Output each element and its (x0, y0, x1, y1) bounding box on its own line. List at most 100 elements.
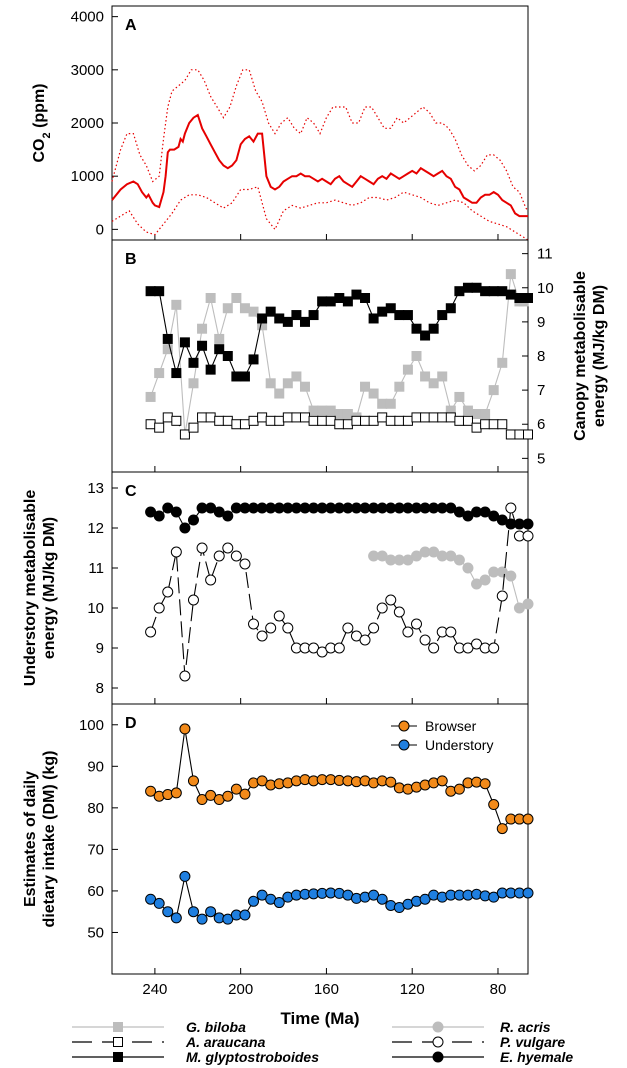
data-point (179, 429, 190, 440)
x-axis-label: Time (Ma) (280, 1009, 359, 1028)
data-point (377, 306, 388, 317)
data-point (257, 412, 268, 423)
series-co2-2 (111, 186, 529, 241)
data-point (514, 293, 525, 303)
data-point (222, 351, 233, 361)
data-point (402, 310, 413, 321)
data-point (428, 323, 439, 334)
data-point (274, 313, 285, 324)
data-point (445, 303, 456, 314)
data-point (162, 412, 173, 423)
data-point (274, 388, 285, 399)
data-point (402, 626, 414, 638)
series-line (111, 69, 529, 212)
data-point (479, 574, 491, 586)
x-tick-label: 240 (142, 981, 167, 998)
data-point (214, 415, 225, 426)
data-point (205, 293, 216, 303)
y-axis-label: Canopy metabolisable energy (MJ/kg DM) (572, 271, 608, 441)
data-point (488, 286, 499, 297)
y-tick-label: 8 (96, 680, 104, 697)
data-point (428, 412, 439, 423)
legend-marker (398, 720, 410, 732)
data-point (462, 405, 473, 416)
y-axis-label: CO2 (ppm) (31, 84, 53, 163)
panel-B: B 5 6 7 8 9 10 11 Canopy metabolisable energy (MJ… (111, 239, 608, 473)
data-point (179, 670, 191, 682)
data-point (197, 323, 208, 334)
data-point (333, 642, 345, 654)
data-point (445, 412, 456, 423)
data-point (522, 518, 534, 530)
data-point (222, 790, 234, 802)
data-point (256, 630, 268, 642)
data-point (153, 602, 165, 614)
data-point (239, 303, 250, 314)
data-point (359, 634, 371, 646)
data-point (197, 412, 208, 423)
data-point (454, 391, 465, 402)
series-m-glyptostroboides (145, 282, 533, 382)
data-point (522, 530, 534, 542)
data-point (471, 282, 482, 293)
legend-label: R. acris (500, 1019, 551, 1035)
data-point (308, 415, 319, 426)
data-point (411, 351, 422, 361)
panel-A: A 0 1000 2000 3000 4000 CO2 (ppm) (31, 5, 529, 241)
panel-label: C (125, 483, 137, 500)
y-tick-label: 12 (87, 520, 104, 537)
data-point (222, 510, 234, 522)
data-point (376, 602, 388, 614)
data-point (428, 642, 440, 654)
data-point (522, 813, 534, 825)
data-point (170, 506, 182, 518)
data-point (273, 897, 285, 909)
data-point (188, 422, 199, 433)
data-point (282, 412, 293, 423)
data-point (445, 626, 457, 638)
data-point (291, 371, 302, 382)
data-point (360, 415, 371, 426)
data-point (437, 371, 448, 382)
y-tick-label: 0 (96, 221, 104, 238)
x-tick-label: 200 (228, 981, 253, 998)
data-point (385, 594, 397, 606)
data-point (230, 550, 242, 562)
data-point (274, 415, 285, 426)
data-point (171, 299, 182, 310)
y-tick-label: 10 (537, 280, 554, 297)
data-point (437, 310, 448, 321)
data-point (239, 419, 250, 430)
data-point (239, 371, 250, 382)
legend-label: Browser (425, 718, 477, 734)
data-point (188, 378, 199, 389)
data-point (437, 412, 448, 423)
data-point (171, 415, 182, 426)
data-point (453, 783, 465, 795)
data-point (342, 409, 353, 419)
data-point (265, 378, 276, 389)
legend-marker (432, 1021, 444, 1033)
data-point (187, 906, 199, 918)
x-tick-label: 80 (490, 981, 507, 998)
panel-label: B (125, 251, 137, 268)
legend-marker (432, 1036, 444, 1048)
data-point (197, 340, 208, 351)
series-a-araucana (145, 412, 533, 440)
y-tick-label: 6 (537, 416, 545, 433)
data-point (411, 323, 422, 334)
y-tick-label: 60 (87, 883, 104, 900)
panel-label: D (125, 715, 137, 732)
data-point (222, 303, 233, 314)
panel-frame (111, 703, 529, 975)
y-tick-label: 1000 (71, 168, 104, 185)
series-p-vulgare (145, 502, 534, 682)
data-point (230, 783, 242, 795)
y-tick-label: 100 (79, 717, 104, 734)
data-point (299, 412, 310, 423)
data-point (170, 787, 182, 799)
data-point (471, 422, 482, 433)
data-point (514, 429, 525, 440)
data-point (428, 378, 439, 389)
data-point (342, 622, 354, 634)
